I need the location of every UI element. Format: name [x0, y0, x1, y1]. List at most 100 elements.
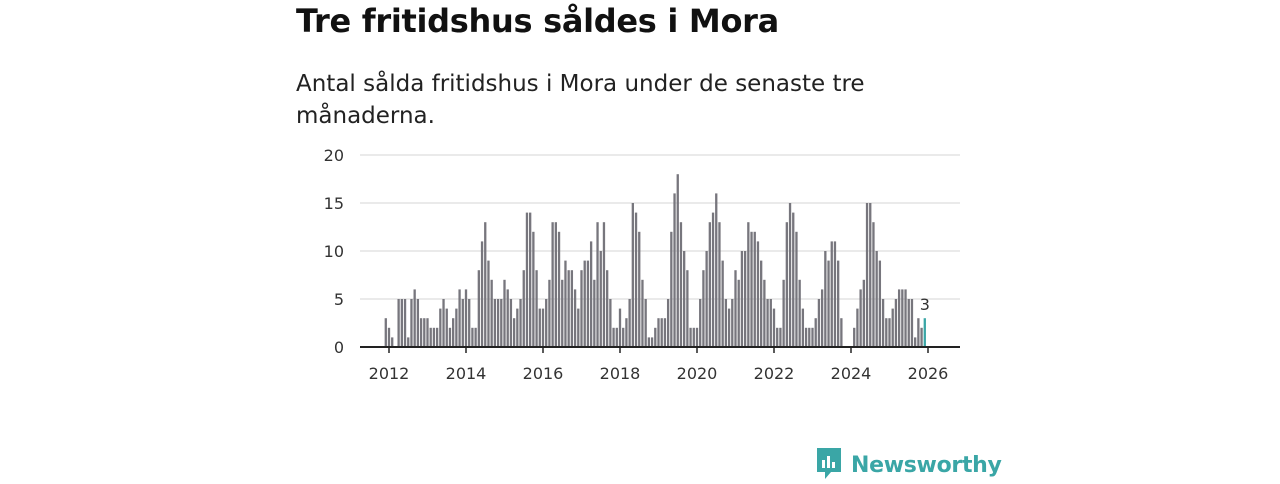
- bar: [432, 327, 436, 347]
- bar: [740, 251, 744, 347]
- bar: [464, 289, 468, 347]
- bar: [663, 318, 667, 347]
- bar: [760, 260, 763, 347]
- x-tick-label-2026: 2026: [908, 364, 949, 383]
- bar: [679, 222, 683, 347]
- bar: [766, 299, 769, 347]
- bar: [506, 289, 509, 347]
- bar: [516, 308, 519, 347]
- bar: [622, 327, 625, 347]
- bar: [734, 270, 737, 347]
- bar: [391, 337, 394, 347]
- bar: [865, 203, 869, 347]
- bar: [795, 231, 798, 347]
- bar: [862, 279, 865, 347]
- bar: [840, 318, 843, 347]
- bars: [384, 174, 926, 347]
- bar: [721, 260, 724, 347]
- highlight-value-label: 3: [920, 295, 930, 314]
- bar: [699, 299, 702, 347]
- bar: [410, 299, 413, 347]
- bar: [445, 308, 448, 347]
- bar: [875, 251, 878, 347]
- bar: [666, 299, 670, 347]
- bar: [564, 260, 567, 347]
- bar: [384, 318, 387, 347]
- bar: [596, 222, 599, 347]
- bar: [612, 327, 615, 347]
- bar: [859, 289, 862, 347]
- bar: [468, 299, 471, 347]
- bar: [484, 222, 487, 347]
- chart-subtitle: Antal sålda fritidshus i Mora under de s…: [296, 71, 865, 129]
- bar: [869, 203, 872, 347]
- bar: [657, 318, 660, 347]
- bar: [920, 327, 923, 347]
- bar: [647, 337, 651, 347]
- bar: [529, 212, 532, 347]
- bar: [814, 318, 817, 347]
- bar: [461, 299, 464, 347]
- bar: [573, 289, 577, 347]
- bar: [561, 279, 564, 347]
- bar: [551, 222, 554, 347]
- bar: [837, 260, 840, 347]
- bar: [827, 260, 830, 347]
- bar: [673, 193, 676, 347]
- chart-title: Tre fritidshus såldes i Mora: [296, 2, 779, 40]
- bar: [750, 231, 753, 347]
- x-tick-label-2020: 2020: [677, 364, 718, 383]
- x-tick-label-2012: 2012: [369, 364, 410, 383]
- bar: [618, 308, 622, 347]
- bar: [798, 279, 801, 347]
- y-tick-label-15: 15: [324, 194, 344, 213]
- bar: [557, 231, 561, 347]
- x-tick-label-2016: 2016: [523, 364, 564, 383]
- axes: 0 5 10 15 20 3 2012 2014 2016 2018 2020 2022 2024 202…: [324, 146, 960, 383]
- bar: [689, 327, 692, 347]
- bar: [907, 299, 910, 347]
- bar: [570, 270, 574, 347]
- bar: [535, 270, 538, 347]
- bar: [541, 308, 545, 347]
- bar: [532, 231, 535, 347]
- bar: [554, 222, 557, 347]
- bar: [545, 299, 548, 347]
- bar: [512, 318, 516, 347]
- bar: [878, 260, 882, 347]
- bar: [910, 299, 914, 347]
- bar: [503, 279, 506, 347]
- bar: [763, 279, 766, 347]
- bar: [490, 279, 493, 347]
- bar: [548, 279, 551, 347]
- x-tick-label-2014: 2014: [446, 364, 487, 383]
- bar: [853, 327, 856, 347]
- bar: [634, 212, 638, 347]
- bar: [480, 241, 484, 347]
- bar: [589, 241, 593, 347]
- bar: [638, 231, 641, 347]
- bar: [820, 289, 824, 347]
- newsworthy-logo-text: Newsworthy: [851, 452, 1002, 478]
- bar: [670, 231, 673, 347]
- y-tick-label-0: 0: [334, 338, 344, 357]
- bar: [708, 222, 711, 347]
- bar: [628, 299, 631, 347]
- x-tick-label-2018: 2018: [600, 364, 641, 383]
- bar: [609, 299, 612, 347]
- bar: [477, 270, 480, 347]
- bar: [660, 318, 663, 347]
- bar: [872, 222, 875, 347]
- y-tick-label-5: 5: [334, 290, 344, 309]
- x-tick-label-2022: 2022: [754, 364, 795, 383]
- bar: [493, 299, 497, 347]
- bar: [715, 193, 718, 347]
- bar: [452, 318, 455, 347]
- bar: [824, 251, 827, 347]
- bar: [426, 318, 429, 347]
- bar: [567, 270, 570, 347]
- bar: [743, 251, 747, 347]
- bar: [769, 299, 772, 347]
- bar: [718, 222, 721, 347]
- bar: [801, 308, 805, 347]
